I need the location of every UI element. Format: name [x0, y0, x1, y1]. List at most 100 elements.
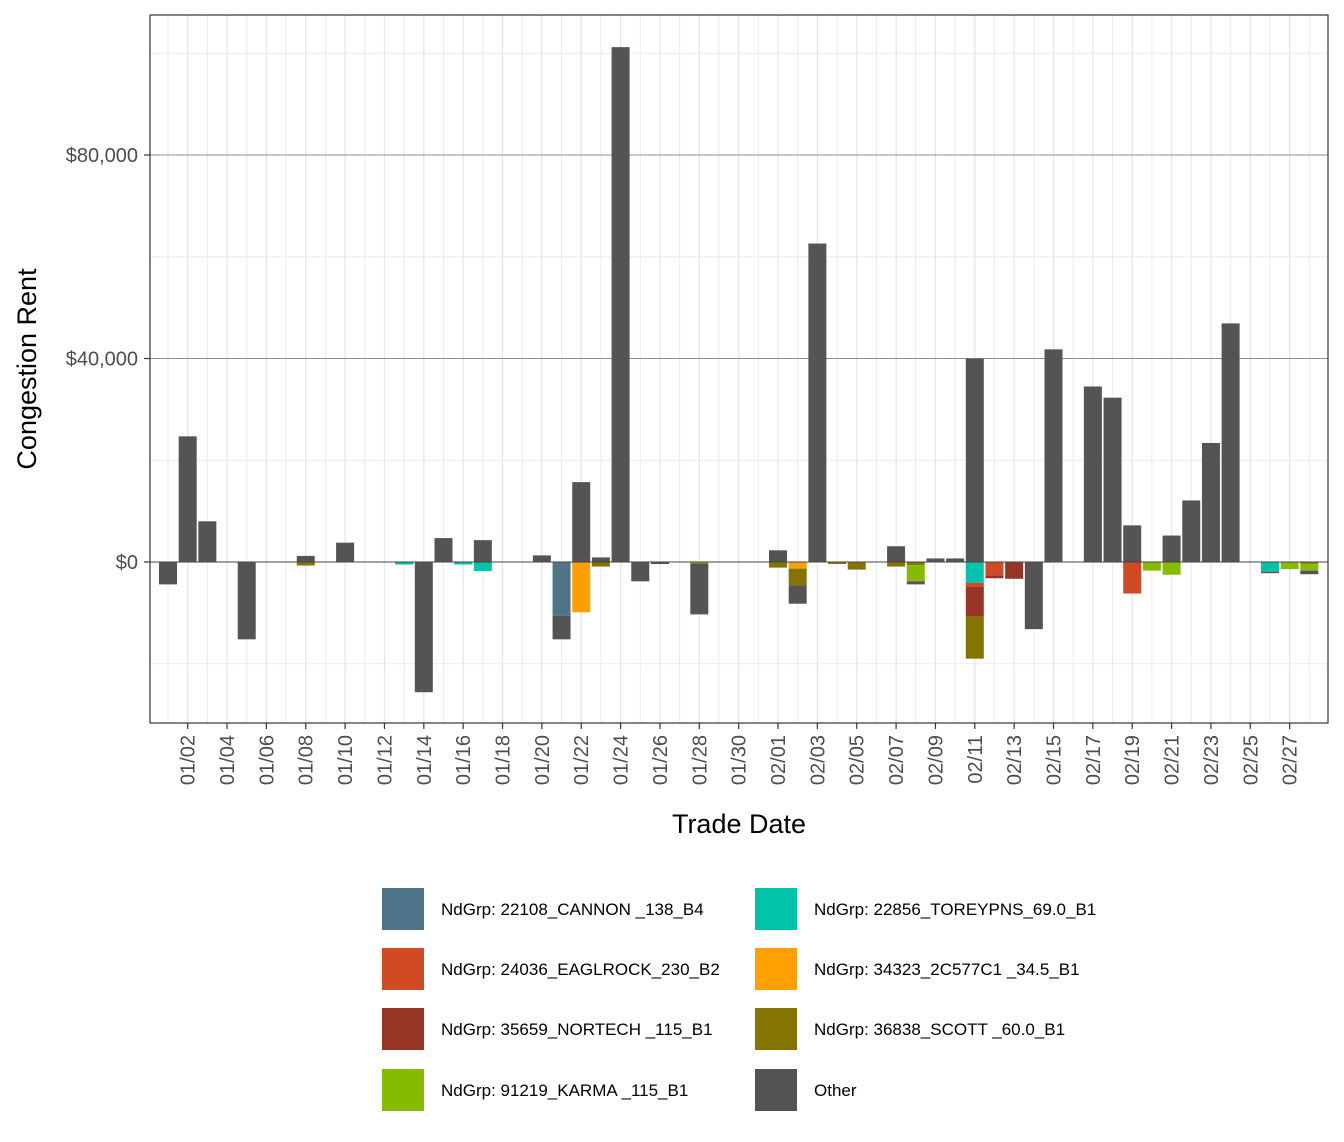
x-tick-label: 01/04 [217, 735, 239, 785]
bar-01-02 [178, 436, 197, 562]
bar-02-13 [1005, 562, 1024, 579]
bar-02-07 [887, 562, 906, 567]
bar-01-15 [434, 538, 453, 562]
x-tick-label: 02/13 [1004, 735, 1026, 785]
bar-01-22 [572, 562, 591, 613]
bar-02-08 [906, 581, 925, 585]
bar-01-28 [690, 563, 709, 615]
bar-01-08 [296, 562, 315, 566]
bar-02-08 [906, 562, 925, 566]
legend: NdGrp: 22108_CANNON _138_B4 NdGrp: 22856_… [382, 888, 1096, 1111]
bar-02-01 [769, 550, 788, 562]
bar-02-11 [965, 582, 984, 587]
bar-01-01 [159, 562, 177, 585]
x-tick-label: 02/27 [1280, 735, 1302, 785]
legend-label: NdGrp: 22856_TOREYPNS_69.0_B1 [814, 900, 1096, 919]
legend-label: NdGrp: 34323_2C577C1 _34.5_B1 [814, 960, 1080, 979]
bar-02-20 [1142, 562, 1161, 571]
bar-02-03 [808, 243, 827, 562]
bars [159, 47, 1319, 693]
bar-02-09 [926, 558, 945, 562]
x-tick-label: 02/01 [768, 735, 790, 785]
bar-01-17 [473, 540, 492, 562]
bar-01-05 [237, 562, 256, 640]
x-axis: 01/02 01/04 01/06 01/08 01/10 01/12 01/14 01/16… [178, 723, 1302, 785]
legend-label: NdGrp: 36838_SCOTT _60.0_B1 [814, 1020, 1065, 1039]
bar-02-18 [1103, 397, 1122, 562]
x-tick-label: 01/12 [374, 735, 396, 785]
x-tick-label: 02/23 [1201, 735, 1223, 785]
bar-02-11 [965, 358, 984, 562]
bar-01-08 [296, 555, 315, 562]
x-tick-label: 01/14 [414, 735, 436, 785]
bar-02-27 [1280, 562, 1299, 570]
x-tick-label: 01/02 [178, 735, 200, 785]
bar-02-24 [1221, 323, 1240, 562]
x-tick-label: 02/05 [847, 735, 869, 785]
bar-02-14 [1024, 562, 1043, 630]
x-tick-label: 01/20 [532, 735, 554, 785]
bar-01-17 [473, 562, 492, 572]
legend-key [755, 888, 797, 930]
x-tick-label: 02/11 [965, 735, 987, 784]
bar-01-25 [631, 562, 650, 582]
y-tick-label: $40,000 [66, 349, 138, 371]
legend-label: NdGrp: 35659_NORTECH _115_B1 [441, 1020, 713, 1039]
x-tick-label: 01/18 [493, 735, 515, 785]
bar-01-23 [591, 557, 610, 562]
x-tick-label: 02/17 [1083, 735, 1105, 785]
bar-01-24 [611, 47, 630, 562]
bar-02-01 [769, 562, 788, 568]
x-tick-label: 02/09 [925, 735, 947, 785]
y-axis: $0 $40,000 $80,000 [66, 145, 150, 574]
y-tick-label: $80,000 [66, 145, 138, 167]
y-tick-label: $0 [116, 552, 138, 574]
bar-02-23 [1201, 442, 1220, 562]
legend-label: NdGrp: 91219_KARMA _115_B1 [441, 1081, 688, 1100]
bar-01-03 [198, 521, 217, 562]
bar-02-22 [1182, 500, 1201, 562]
legend-label: Other [814, 1081, 857, 1100]
bar-02-26 [1260, 562, 1279, 572]
bar-02-26 [1260, 571, 1279, 574]
bar-01-10 [336, 542, 355, 562]
bar-02-05 [847, 562, 866, 570]
bar-01-28 [690, 562, 709, 564]
bar-02-11 [965, 586, 984, 617]
bar-02-11 [965, 616, 984, 659]
legend-key [382, 1008, 424, 1050]
legend-label: NdGrp: 22108_CANNON _138_B4 [441, 900, 704, 919]
x-tick-label: 02/07 [886, 735, 908, 785]
x-tick-label: 01/06 [256, 735, 278, 785]
bar-02-02 [788, 562, 807, 569]
x-tick-label: 01/10 [335, 735, 357, 785]
bar-01-20 [532, 555, 551, 562]
x-axis-title: Trade Date [672, 809, 806, 839]
bar-02-12 [985, 575, 1004, 579]
legend-label: NdGrp: 24036_EAGLROCK_230_B2 [441, 960, 720, 979]
bar-02-11 [965, 562, 984, 583]
bar-02-12 [985, 562, 1004, 576]
bar-02-28 [1300, 570, 1319, 575]
bar-02-02 [788, 585, 807, 604]
bar-02-17 [1083, 386, 1102, 562]
x-tick-label: 02/19 [1122, 735, 1144, 785]
bar-01-23 [591, 562, 610, 567]
legend-key [755, 1008, 797, 1050]
bar-01-26 [650, 562, 669, 565]
bar-02-04 [828, 562, 847, 565]
bar-01-21 [552, 562, 571, 616]
bar-02-19 [1123, 525, 1142, 562]
bar-02-10 [946, 558, 965, 562]
bar-02-28 [1300, 562, 1319, 564]
x-tick-label: 01/26 [650, 735, 672, 785]
bar-01-21 [552, 615, 571, 640]
bar-01-13 [395, 562, 414, 565]
bar-02-15 [1044, 349, 1063, 562]
bar-02-08 [906, 565, 925, 582]
x-tick-label: 01/28 [689, 735, 711, 785]
x-tick-label: 02/25 [1240, 735, 1262, 785]
y-axis-title: Congestion Rent [12, 268, 42, 470]
